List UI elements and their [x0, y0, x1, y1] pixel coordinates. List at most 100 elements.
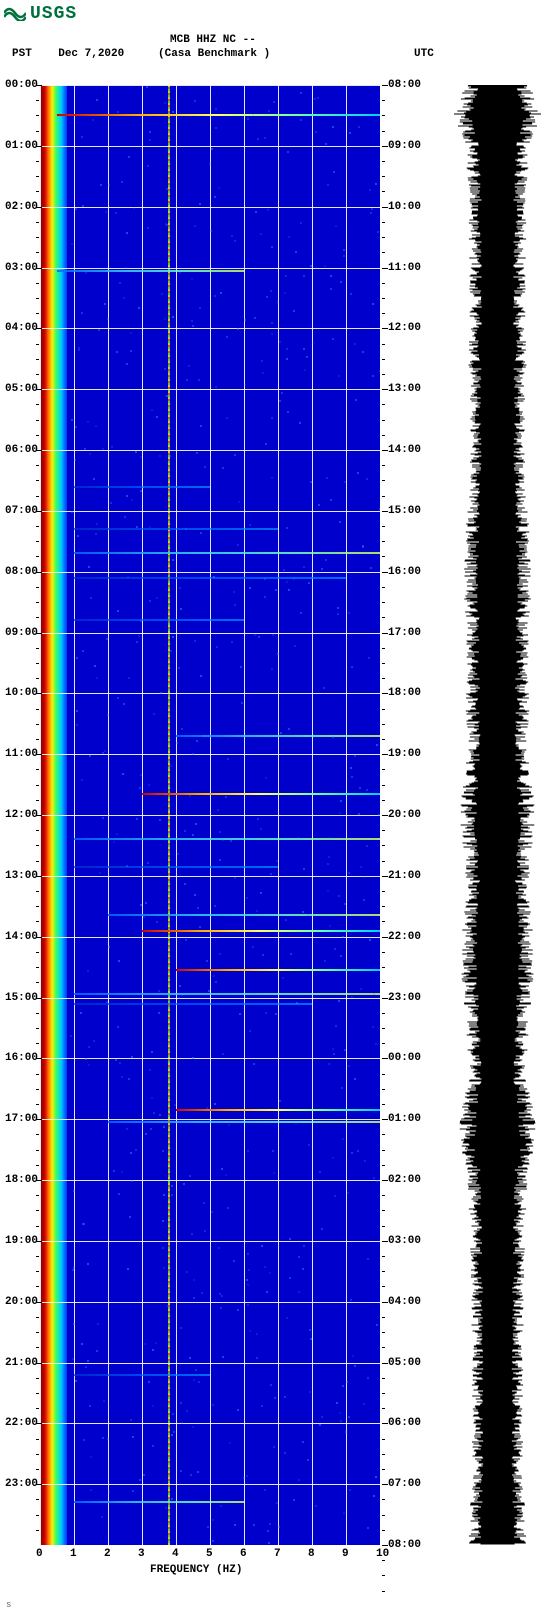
y-tick-left: 13:00: [2, 870, 38, 882]
gridline-horizontal: [40, 1119, 380, 1120]
header-left: PST Dec 7,2020: [12, 48, 124, 60]
y-tick-left: 23:00: [2, 1478, 38, 1490]
gridline-horizontal: [40, 511, 380, 512]
logo-text: USGS: [30, 4, 77, 24]
spectrogram-plot: [40, 85, 380, 1545]
y-tick-right: 16:00: [388, 566, 428, 578]
seismic-event: [74, 1501, 244, 1503]
y-tick-right: 14:00: [388, 444, 428, 456]
seismic-event: [176, 735, 380, 737]
y-tick-left: 08:00: [2, 566, 38, 578]
y-tick-left: 03:00: [2, 262, 38, 274]
y-tick-left: 09:00: [2, 627, 38, 639]
x-tick-label: 1: [70, 1548, 77, 1560]
x-axis-label: FREQUENCY (HZ): [150, 1564, 242, 1576]
gridline-horizontal: [40, 815, 380, 816]
gridline-horizontal: [40, 1058, 380, 1059]
seismic-event: [74, 1003, 312, 1005]
gridline-horizontal: [40, 207, 380, 208]
x-tick-label: 8: [308, 1548, 315, 1560]
x-tick-label: 9: [342, 1548, 349, 1560]
gridline-horizontal: [40, 268, 380, 269]
seismic-event: [74, 1374, 210, 1376]
y-tick-left: 05:00: [2, 383, 38, 395]
x-axis: FREQUENCY (HZ) 012345678910: [40, 1548, 380, 1588]
y-tick-left: 19:00: [2, 1235, 38, 1247]
seismic-event: [142, 793, 380, 795]
y-tick-right: 15:00: [388, 505, 428, 517]
gridline-horizontal: [40, 450, 380, 451]
y-tick-right: 17:00: [388, 627, 428, 639]
gridline-horizontal: [40, 937, 380, 938]
y-tick-right: 09:00: [388, 140, 428, 152]
x-tick-label: 7: [274, 1548, 281, 1560]
seismic-event: [74, 993, 380, 995]
y-tick-right: 01:00: [388, 1113, 428, 1125]
y-tick-left: 16:00: [2, 1052, 38, 1064]
station-name: (Casa Benchmark ): [158, 48, 270, 60]
gridline-horizontal: [40, 389, 380, 390]
y-tick-left: 07:00: [2, 505, 38, 517]
y-tick-left: 00:00: [2, 79, 38, 91]
y-tick-right: 08:00: [388, 1539, 428, 1551]
seismic-event: [74, 619, 244, 621]
y-tick-right: 22:00: [388, 931, 428, 943]
y-tick-left: 12:00: [2, 809, 38, 821]
y-tick-left: 15:00: [2, 992, 38, 1004]
station-code: MCB HHZ NC --: [170, 34, 256, 46]
x-tick-label: 5: [206, 1548, 213, 1560]
y-tick-right: 19:00: [388, 748, 428, 760]
gridline-horizontal: [40, 633, 380, 634]
y-tick-left: 14:00: [2, 931, 38, 943]
y-tick-right: 08:00: [388, 79, 428, 91]
y-tick-right: 04:00: [388, 1296, 428, 1308]
y-tick-right: 00:00: [388, 1052, 428, 1064]
x-tick-label: 0: [36, 1548, 43, 1560]
gridline-horizontal: [40, 1484, 380, 1485]
usgs-wave-icon: [4, 7, 26, 21]
y-tick-right: 13:00: [388, 383, 428, 395]
seismic-event: [57, 114, 380, 116]
gridline-horizontal: [40, 1180, 380, 1181]
gridline-horizontal: [40, 754, 380, 755]
date-label: Dec 7,2020: [58, 48, 124, 60]
x-tick-label: 3: [138, 1548, 145, 1560]
gridline-horizontal: [40, 1241, 380, 1242]
seismic-event: [74, 866, 278, 868]
gridline-horizontal: [40, 572, 380, 573]
y-tick-right: 20:00: [388, 809, 428, 821]
y-tick-left: 18:00: [2, 1174, 38, 1186]
y-tick-left: 20:00: [2, 1296, 38, 1308]
usgs-logo: USGS: [4, 4, 77, 24]
y-tick-right: 18:00: [388, 687, 428, 699]
gridline-horizontal: [40, 1302, 380, 1303]
y-tick-left: 10:00: [2, 687, 38, 699]
gridline-horizontal: [40, 146, 380, 147]
x-tick-label: 4: [172, 1548, 179, 1560]
seismic-event: [176, 1109, 380, 1111]
waveform-plot: [450, 85, 545, 1545]
y-tick-left: 11:00: [2, 748, 38, 760]
gridline-horizontal: [40, 1423, 380, 1424]
y-tick-right: 06:00: [388, 1417, 428, 1429]
y-tick-left: 22:00: [2, 1417, 38, 1429]
seismic-event: [74, 838, 380, 840]
y-tick-left: 01:00: [2, 140, 38, 152]
x-tick-label: 6: [240, 1548, 247, 1560]
y-tick-right: 03:00: [388, 1235, 428, 1247]
gridline-horizontal: [40, 1363, 380, 1364]
y-tick-right: 05:00: [388, 1357, 428, 1369]
y-tick-left: 06:00: [2, 444, 38, 456]
gridline-horizontal: [40, 693, 380, 694]
y-tick-left: 21:00: [2, 1357, 38, 1369]
seismic-event: [74, 528, 278, 530]
waveform-trace: [454, 85, 541, 1544]
gridline-horizontal: [40, 876, 380, 877]
tz-right-label: UTC: [414, 48, 434, 60]
y-tick-right: 11:00: [388, 262, 428, 274]
y-tick-left: 04:00: [2, 322, 38, 334]
x-tick-label: 2: [104, 1548, 111, 1560]
gridline-horizontal: [40, 998, 380, 999]
y-tick-right: 07:00: [388, 1478, 428, 1490]
y-tick-left: 17:00: [2, 1113, 38, 1125]
